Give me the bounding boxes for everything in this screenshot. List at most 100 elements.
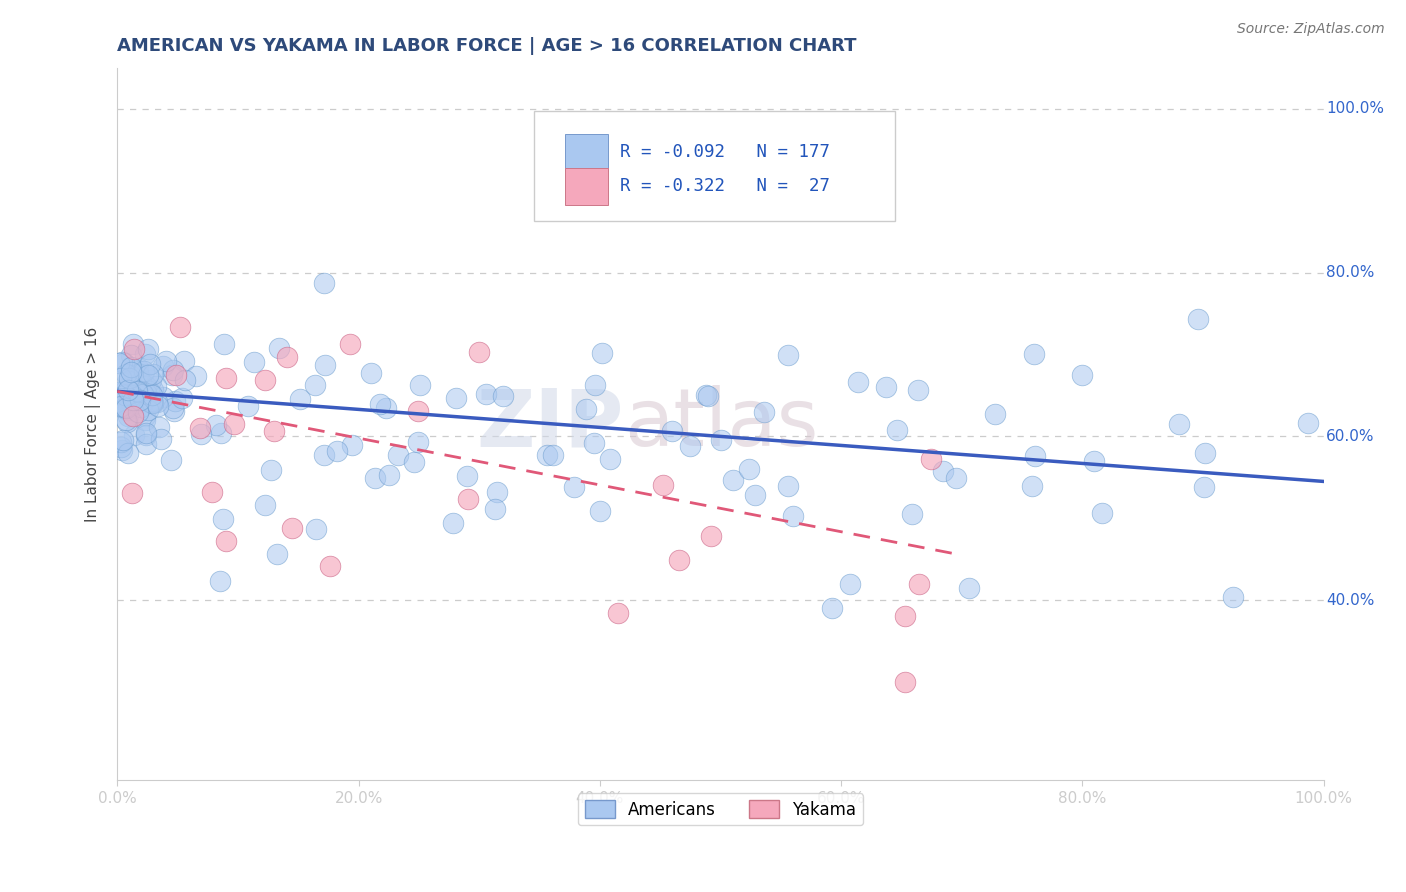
Point	[132, 386, 155, 401]
Point	[304, 377, 326, 392]
Legend: Americans, Yakama: Americans, Yakama	[578, 793, 863, 825]
Point	[778, 348, 800, 362]
Point	[318, 559, 340, 574]
Point	[209, 425, 232, 440]
Text: ZIP: ZIP	[477, 385, 624, 463]
Point	[404, 455, 426, 469]
Point	[111, 355, 134, 369]
Point	[117, 383, 139, 397]
Point	[115, 413, 138, 427]
Point	[121, 388, 143, 402]
Point	[651, 478, 673, 492]
Point	[201, 485, 224, 500]
Point	[148, 419, 170, 434]
Point	[907, 383, 929, 397]
Point	[160, 452, 183, 467]
FancyBboxPatch shape	[565, 134, 609, 170]
Point	[591, 346, 613, 360]
Text: 40.0%: 40.0%	[1326, 592, 1375, 607]
Point	[129, 392, 152, 407]
Point	[1194, 445, 1216, 459]
Point	[114, 388, 136, 402]
Point	[111, 434, 134, 448]
Point	[253, 499, 276, 513]
Point	[215, 371, 238, 385]
Point	[134, 364, 156, 378]
Point	[894, 609, 917, 624]
Point	[744, 488, 766, 502]
Point	[1021, 478, 1043, 492]
Point	[162, 401, 184, 415]
Point	[378, 468, 401, 483]
Point	[118, 371, 141, 385]
Text: AMERICAN VS YAKAMA IN LABOR FORCE | AGE > 16 CORRELATION CHART: AMERICAN VS YAKAMA IN LABOR FORCE | AGE …	[117, 37, 856, 55]
Point	[214, 336, 236, 351]
Point	[269, 341, 291, 355]
Point	[121, 486, 143, 500]
Point	[162, 363, 184, 377]
Point	[314, 448, 336, 462]
Point	[243, 355, 266, 369]
Point	[136, 368, 159, 383]
Point	[122, 392, 145, 407]
Point	[141, 396, 163, 410]
Point	[260, 462, 283, 476]
Point	[110, 371, 132, 385]
Point	[117, 446, 139, 460]
Point	[679, 439, 702, 453]
Point	[152, 359, 174, 373]
Point	[127, 396, 149, 410]
Point	[122, 336, 145, 351]
Point	[839, 577, 862, 591]
Point	[124, 381, 146, 395]
Point	[1298, 417, 1320, 431]
Point	[141, 393, 163, 408]
Point	[1167, 417, 1189, 431]
Point	[1192, 480, 1215, 494]
Point	[115, 403, 138, 417]
Point	[721, 473, 744, 487]
Text: 80.0%: 80.0%	[1326, 265, 1375, 280]
Point	[139, 387, 162, 401]
Point	[120, 359, 142, 374]
Point	[110, 399, 132, 413]
Point	[108, 385, 131, 400]
Point	[370, 397, 392, 411]
Point	[406, 435, 429, 450]
Point	[208, 574, 231, 589]
Point	[110, 440, 132, 454]
Point	[589, 504, 612, 518]
Point	[752, 405, 775, 419]
Point	[276, 350, 298, 364]
Point	[135, 437, 157, 451]
Point	[160, 368, 183, 383]
Point	[456, 469, 478, 483]
Point	[110, 401, 132, 415]
Point	[984, 408, 1007, 422]
Point	[134, 409, 156, 424]
Point	[485, 484, 508, 499]
Point	[145, 379, 167, 393]
Point	[224, 417, 246, 431]
Point	[135, 378, 157, 392]
Point	[782, 509, 804, 524]
Point	[575, 402, 598, 417]
Point	[562, 480, 585, 494]
Point	[146, 395, 169, 409]
Point	[172, 391, 194, 405]
Point	[115, 401, 138, 415]
Point	[253, 373, 276, 387]
Point	[122, 342, 145, 356]
Point	[173, 373, 195, 387]
Point	[661, 425, 683, 439]
Text: 100.0%: 100.0%	[1326, 102, 1384, 116]
Point	[122, 390, 145, 404]
Point	[118, 375, 141, 389]
Point	[340, 438, 363, 452]
Point	[141, 395, 163, 409]
Point	[1071, 368, 1094, 382]
Point	[599, 451, 621, 466]
Point	[312, 277, 335, 291]
Point	[314, 359, 336, 373]
Point	[115, 367, 138, 381]
